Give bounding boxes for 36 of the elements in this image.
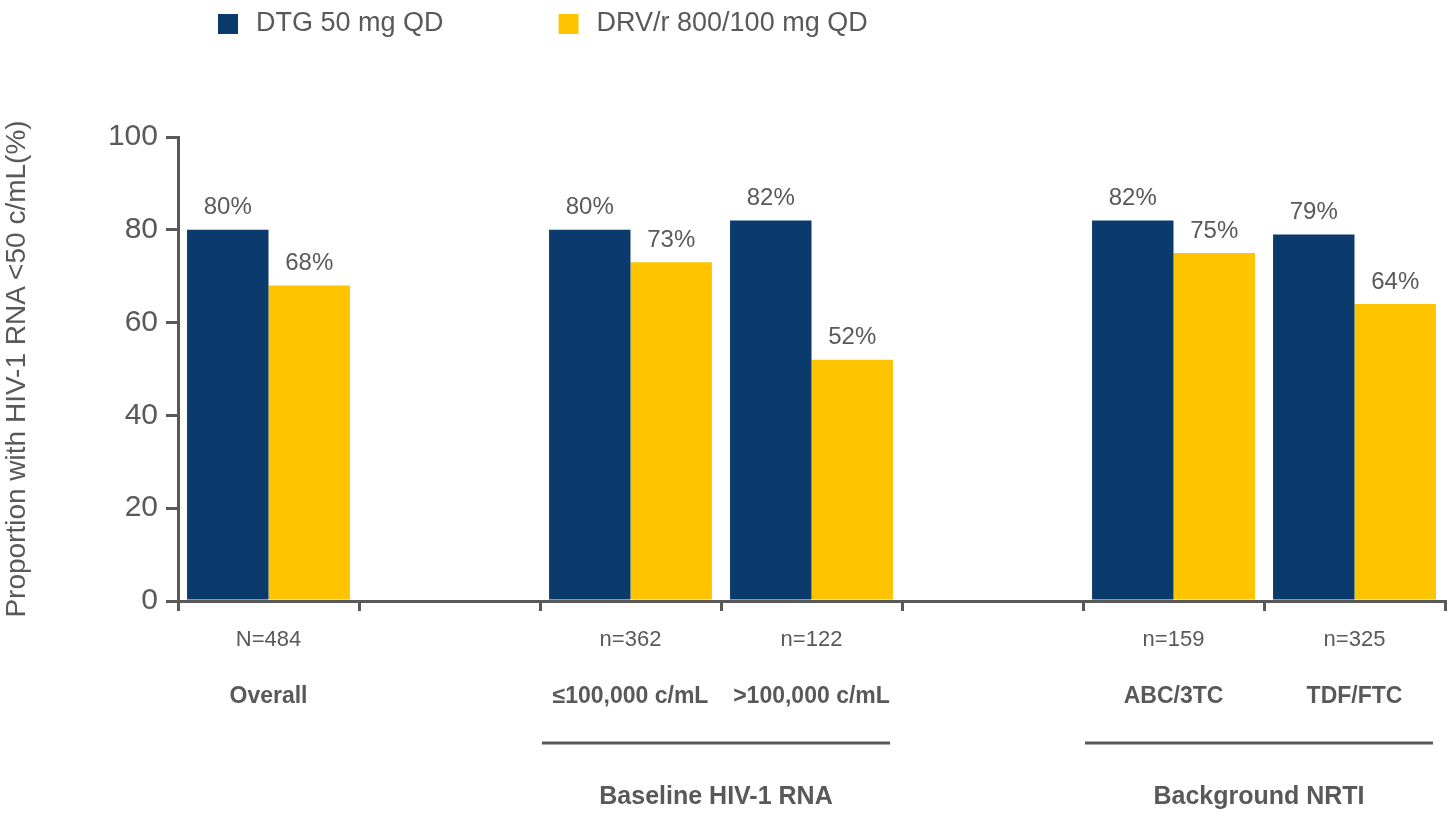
y-tick-label: 100: [107, 118, 158, 152]
bar: [630, 262, 712, 600]
y-tick-label: 0: [141, 582, 158, 616]
y-tick-label: 20: [124, 489, 158, 523]
y-tick-label: 40: [124, 396, 158, 430]
category-label: n=325 TDF/FTC: [1306, 626, 1403, 709]
bar: [730, 220, 812, 600]
data-label: 82%: [746, 183, 795, 211]
legend-label: DRV/r 800/100 mg QD: [596, 7, 868, 38]
data-label: 73%: [647, 224, 696, 252]
category-label: n=122 >100,000 c/mL: [733, 626, 890, 709]
bar: [1273, 234, 1355, 600]
data-label: 52%: [828, 322, 877, 350]
data-label: 68%: [285, 248, 334, 276]
y-tick-label: 80: [124, 211, 158, 245]
data-label: 64%: [1371, 266, 1420, 294]
text: Baseline HIV-1 RNA: [599, 780, 833, 809]
bar: [187, 229, 269, 600]
bar: [1173, 253, 1255, 600]
category-label: N=484 Overall: [229, 626, 308, 709]
legend-label: DTG 50 mg QD: [256, 7, 444, 38]
bar: [1354, 304, 1436, 600]
category-label: n=362 ≤100,000 c/mL: [552, 626, 709, 709]
bar: [549, 229, 631, 600]
text: Background NRTI: [1153, 780, 1365, 809]
bar: [1092, 220, 1174, 600]
category-label: n=159 ABC/3TC: [1123, 626, 1224, 709]
data-label: 79%: [1289, 197, 1338, 225]
data-label: 75%: [1190, 215, 1239, 243]
data-label: 82%: [1108, 183, 1157, 211]
y-tick-label: 60: [124, 303, 158, 337]
bar: [811, 359, 893, 600]
y-axis-title: Proportion with HIV-1 RNA <50 c/mL(%): [0, 120, 31, 618]
data-label: 80%: [203, 192, 252, 220]
data-label: 80%: [565, 192, 614, 220]
bar: [268, 285, 350, 600]
